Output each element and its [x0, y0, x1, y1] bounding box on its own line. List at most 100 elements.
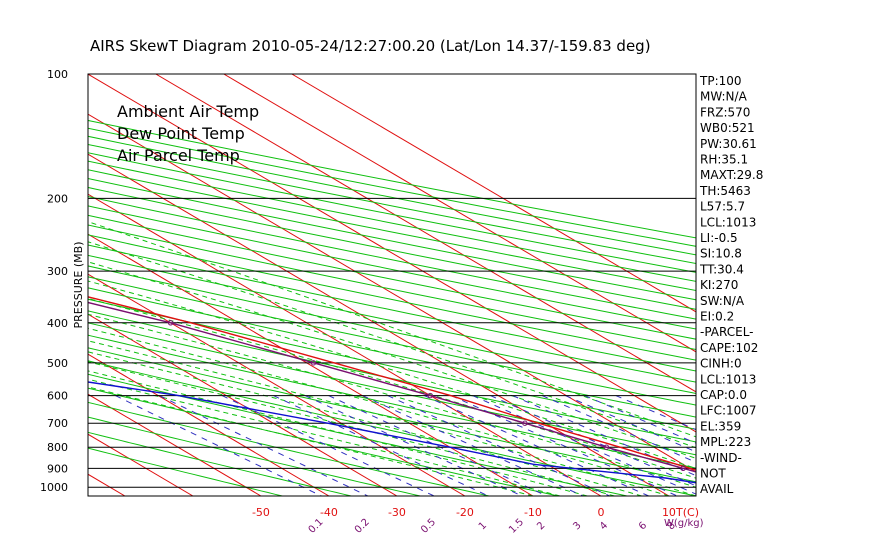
isotherm-line — [88, 393, 262, 496]
mixing-ratio-line — [221, 395, 435, 496]
sounding-stat: TH:5463 — [699, 184, 751, 198]
dry-adiabat-line — [88, 152, 696, 273]
parcel-point — [310, 360, 317, 366]
sounding-stat: AVAIL — [700, 482, 734, 496]
moist-adiabat-line — [88, 221, 696, 438]
parcel-point — [680, 465, 686, 472]
bottom-temp-tick-label: -30 — [388, 506, 406, 519]
dry-adiabat-line — [88, 322, 696, 456]
moist-adiabat-line — [88, 340, 670, 496]
mixing-ratio-line — [273, 395, 489, 496]
mixing-ratio-line — [584, 395, 696, 444]
bottom-temp-tick-label: -40 — [320, 506, 338, 519]
sounding-stat: MW:N/A — [700, 90, 748, 104]
moist-adiabat-line — [88, 386, 534, 496]
legend-item-label: Ambient Air Temp — [117, 102, 259, 121]
dry-adiabat-line — [88, 431, 352, 496]
sounding-stat: -WIND- — [700, 451, 742, 465]
mixing-ratio-label: 0.5 — [419, 517, 438, 536]
legend-item-label: Air Parcel Temp — [117, 146, 240, 165]
isotherm-line — [155, 74, 696, 393]
pressure-tick-label: 300 — [47, 265, 68, 278]
sounding-stat: SI:10.8 — [700, 247, 742, 261]
sounding-stat: EI:0.2 — [700, 310, 734, 324]
parcel-point — [603, 444, 610, 450]
sounding-stat: NOT — [700, 467, 726, 481]
isotherm-line — [88, 193, 602, 496]
sounding-stat: TT:30.4 — [699, 262, 744, 276]
moist-adiabat-line — [88, 361, 615, 496]
mixing-ratio-line — [565, 395, 696, 453]
legend-item-label: Dew Point Temp — [117, 124, 245, 143]
temperature-curve — [88, 296, 696, 471]
sounding-stat: EL:359 — [700, 419, 741, 433]
mixing-ratio-line — [472, 395, 696, 495]
sounding-stat: FRZ:570 — [700, 105, 750, 119]
mixing-ratio-line — [387, 395, 610, 496]
x-axis-unit-label: T(C) — [675, 506, 699, 519]
y-axis-label: PRESSURE (MB) — [72, 242, 85, 329]
sounding-stat: KI:270 — [700, 278, 738, 292]
dry-adiabat-line — [88, 373, 628, 496]
pressure-tick-label: 1000 — [40, 481, 68, 494]
isotherm-line — [88, 273, 466, 496]
sounding-stat: SW:N/A — [700, 294, 745, 308]
mixing-ratio-line — [362, 395, 584, 496]
dry-adiabat-line — [88, 347, 696, 483]
mixing-ratio-label: 2 — [535, 520, 547, 532]
mixing-ratio-line — [490, 395, 696, 487]
pressure-tick-label: 200 — [47, 192, 68, 205]
parcel-point — [522, 420, 528, 426]
sounding-stat: MAXT:29.8 — [700, 168, 763, 182]
mixing-ratio-label: 1 — [477, 520, 489, 532]
dry-adiabat-line — [88, 143, 696, 265]
dry-adiabat-line — [88, 205, 696, 330]
mixing-ratio-label: 0.2 — [353, 517, 372, 536]
sounding-stat: CINH:0 — [700, 357, 742, 371]
bottom-temp-tick-label: 10 — [662, 506, 676, 519]
dry-adiabat-line — [88, 135, 696, 256]
isotherm-line — [88, 353, 330, 496]
mixing-ratio-line — [450, 395, 678, 496]
mixing-ratio-label: 0.1 — [307, 517, 326, 536]
pressure-tick-label: 700 — [47, 417, 68, 430]
dry-adiabat-line — [88, 310, 696, 443]
dry-adiabat-line — [88, 127, 696, 247]
dry-adiabat-line — [88, 214, 696, 340]
dry-adiabat-line — [88, 178, 696, 301]
bottom-temp-tick-label: 0 — [597, 506, 604, 519]
dewpoint-curve — [88, 381, 696, 484]
dry-adiabat-line — [88, 276, 696, 406]
mixing-ratio-label: 3 — [571, 520, 583, 532]
mixing-ratio-line — [541, 395, 696, 463]
isotherm-line — [291, 74, 696, 313]
mixing-ratio-line — [328, 395, 548, 496]
moist-adiabat-line — [88, 313, 696, 488]
isotherm-line — [223, 74, 696, 353]
dry-adiabat-line — [88, 401, 490, 496]
isotherm-line — [0, 74, 57, 496]
mixing-ratio-line — [115, 395, 322, 496]
sounding-stat: RH:35.1 — [700, 153, 748, 167]
dry-adiabat-line — [88, 447, 283, 496]
mixing-ratio-line — [304, 395, 523, 496]
moist-adiabat-line — [88, 241, 696, 449]
sounding-stat: -PARCEL- — [700, 325, 754, 339]
chart-title: AIRS SkewT Diagram 2010-05-24/12:27:00.2… — [90, 37, 651, 55]
bottom-temp-tick-label: -20 — [456, 506, 474, 519]
parcel-point — [167, 320, 174, 326]
dry-adiabat-line — [88, 160, 696, 282]
pressure-tick-label: 400 — [47, 317, 68, 330]
parcel-point — [427, 392, 433, 399]
mixing-ratio-label: 4 — [598, 520, 610, 532]
dry-adiabat-line — [88, 186, 696, 310]
dry-adiabat-line — [88, 298, 696, 430]
pressure-tick-label: 800 — [47, 441, 68, 454]
pressure-tick-label: 500 — [47, 357, 68, 370]
dry-adiabat-line — [88, 169, 696, 291]
mixing-ratio-line — [159, 395, 369, 496]
sounding-stat: L57:5.7 — [700, 200, 745, 214]
moist-adiabat-line — [88, 261, 696, 459]
sounding-stat: LCL:1013 — [700, 215, 756, 229]
